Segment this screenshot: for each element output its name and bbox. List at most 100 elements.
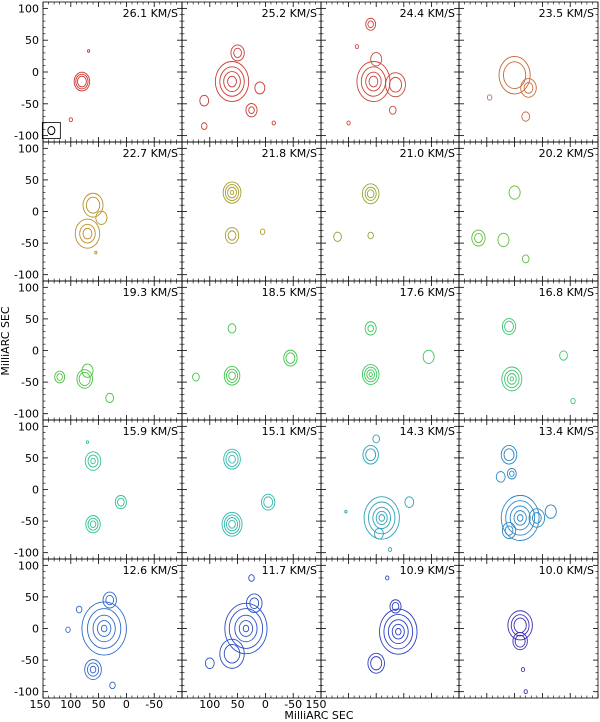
velocity-label: 14.3 KM/S xyxy=(400,425,455,438)
contour-level xyxy=(422,349,435,364)
panel-frame xyxy=(181,1,322,143)
contour-level xyxy=(246,593,263,613)
contour-level xyxy=(559,350,568,361)
contour-level xyxy=(500,494,540,541)
x-tick-label: 150 xyxy=(30,698,51,711)
contour-level xyxy=(223,644,241,664)
contour-level xyxy=(387,547,393,552)
channel-panel: 14.3 KM/S xyxy=(320,419,460,560)
panel-frame xyxy=(181,141,322,282)
contour-level xyxy=(364,321,377,336)
contour-level xyxy=(68,117,73,123)
contour-level xyxy=(364,366,378,383)
contour-level xyxy=(570,397,576,405)
contour-level xyxy=(516,514,524,522)
contour-level xyxy=(506,467,517,480)
panel-frame xyxy=(42,419,183,560)
contour-level xyxy=(87,517,99,531)
contour-level xyxy=(81,601,127,656)
contour-level xyxy=(97,620,112,637)
contour-level xyxy=(214,61,250,103)
y-tick-label: 100 xyxy=(18,281,39,294)
contour-level xyxy=(222,181,242,204)
contour-level xyxy=(109,681,116,690)
y-tick-label: -100 xyxy=(14,686,39,699)
contour-level xyxy=(77,75,87,88)
panel-frame xyxy=(458,1,599,143)
contour-level xyxy=(229,190,235,195)
contour-level xyxy=(285,352,296,364)
channel-panel: 16.8 KM/S xyxy=(458,280,599,421)
contour-level xyxy=(367,231,374,240)
contour-level xyxy=(471,229,486,247)
contour-level xyxy=(383,613,414,650)
y-tick-label: 0 xyxy=(32,206,39,219)
contour-level xyxy=(230,44,245,62)
contour-level xyxy=(245,103,258,118)
contour-level xyxy=(520,667,526,673)
y-tick-label: 100 xyxy=(18,2,39,15)
contour-level xyxy=(224,184,240,201)
channel-panel: 20.2 KM/S xyxy=(458,141,599,282)
channel-panel: 21.0 KM/S xyxy=(320,141,460,282)
contour-level xyxy=(259,228,266,235)
velocity-label: 16.8 KM/S xyxy=(539,286,594,299)
contour-level xyxy=(114,495,127,510)
contour-level xyxy=(82,227,93,240)
contour-level xyxy=(92,614,116,643)
contour-level xyxy=(228,454,236,464)
panel-frame xyxy=(42,1,183,143)
contour-level xyxy=(89,520,97,529)
contour-level xyxy=(509,376,514,382)
contour-level xyxy=(505,500,536,536)
velocity-label: 21.8 KM/S xyxy=(262,147,317,160)
contour-level xyxy=(248,574,255,582)
contour-level xyxy=(531,512,542,524)
panels-layer: 26.1 KM/S 100 50 0 -50 -100 25.2 KM/S 24.4 KM/S… xyxy=(14,1,599,711)
beam-box xyxy=(41,122,61,139)
contour-level xyxy=(224,602,268,655)
panel-frame xyxy=(181,419,322,560)
velocity-label: 20.2 KM/S xyxy=(539,147,594,160)
contour-level xyxy=(512,632,528,651)
velocity-label: 11.7 KM/S xyxy=(262,564,317,577)
contour-level xyxy=(85,515,101,534)
channel-panel: 11.7 KM/S 100 50 0 -50 xyxy=(181,558,322,711)
contour-level xyxy=(87,49,91,53)
contour-level xyxy=(544,504,557,519)
contour-level xyxy=(223,514,241,534)
contour-level xyxy=(105,392,115,403)
contour-level xyxy=(75,73,89,90)
contour-level xyxy=(228,608,264,649)
velocity-label: 18.5 KM/S xyxy=(262,286,317,299)
panel-frame xyxy=(320,280,460,421)
contour-level xyxy=(105,594,115,606)
channel-panel: 22.7 KM/S 100 50 0 -50 -100 xyxy=(14,141,183,282)
panel-frame xyxy=(320,558,460,699)
contour-level xyxy=(367,324,374,333)
contour-level xyxy=(201,122,208,130)
contour-level xyxy=(333,231,342,242)
panel-frame xyxy=(458,280,599,421)
contour-level xyxy=(94,250,98,255)
y-tick-label: -100 xyxy=(14,547,39,560)
contour-level xyxy=(521,111,531,122)
y-axis-title: MilliARC SEC xyxy=(0,306,12,375)
channel-panel: 17.6 KM/S xyxy=(320,280,460,421)
x-tick-label-extra: 150 xyxy=(306,698,327,711)
y-tick-label: -100 xyxy=(14,408,39,421)
contour-level xyxy=(368,501,396,535)
contour-level xyxy=(497,232,510,248)
contour-level xyxy=(228,371,236,381)
contour-level xyxy=(391,601,400,611)
contour-level xyxy=(368,75,379,88)
contour-level xyxy=(65,626,71,633)
y-tick-label: -50 xyxy=(21,654,39,667)
y-tick-label: 0 xyxy=(32,345,39,358)
contour-level xyxy=(523,689,528,695)
contour-level xyxy=(54,370,66,384)
contour-level xyxy=(238,620,254,637)
contour-level xyxy=(360,66,387,97)
contour-level xyxy=(224,227,240,244)
